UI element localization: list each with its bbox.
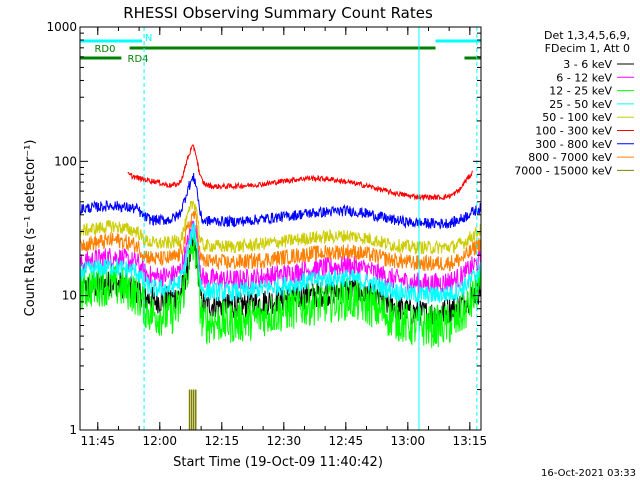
series-line (127, 144, 473, 202)
legend-label: 800 - 7000 keV (528, 151, 612, 164)
annotation-label: N (145, 33, 152, 44)
y-tick-label: 1 (69, 423, 77, 437)
plot-frame (79, 26, 482, 431)
annotation-label: RD0 (94, 44, 115, 55)
event-lines (143, 27, 478, 430)
y-tick-label: 10 (62, 289, 77, 303)
legend-label: 100 - 300 keV (535, 125, 612, 138)
series-100to300keV (127, 144, 473, 202)
legend-header: FDecim 1, Att 0 (545, 42, 630, 55)
chart-title: RHESSI Observing Summary Count Rates (123, 4, 433, 22)
y-tick-label: 1000 (46, 20, 77, 34)
series-7000to15000keV (188, 389, 197, 430)
x-tick-label: 13:00 (391, 434, 426, 448)
series-line (80, 230, 481, 348)
x-axis-label: Start Time (19-Oct-09 11:40:42) (173, 455, 383, 470)
series-6to12keV (80, 220, 481, 295)
series-800to7000keV (80, 209, 481, 272)
y-tick-label: 100 (54, 154, 77, 168)
x-tick-label: 12:45 (329, 434, 364, 448)
footer-timestamp: 16-Oct-2021 03:33 (541, 468, 636, 479)
series-line (80, 209, 481, 272)
legend-label: 3 - 6 keV (563, 58, 612, 71)
x-tick-label: 12:30 (267, 434, 302, 448)
series-25to50keV (80, 222, 481, 304)
x-tick-label: 12:15 (205, 434, 240, 448)
series-50to100keV (80, 200, 481, 255)
legend-label: 25 - 50 keV (549, 98, 612, 111)
series-line (80, 220, 481, 295)
y-axis-label: Count Rate (s⁻¹ detector⁻¹) (23, 140, 38, 317)
series-line (80, 222, 481, 304)
y-axis: 1 10 100 1000 (46, 20, 481, 437)
legend-label: 7000 - 15000 keV (514, 164, 612, 177)
x-tick-label: 12:00 (142, 434, 177, 448)
legend-header: Det 1,3,4,5,6,9, (544, 29, 630, 42)
legend: Det 1,3,4,5,6,9,FDecim 1, Att 0 3 - 6 keV… (514, 29, 634, 177)
x-tick-label: 11:45 (80, 434, 115, 448)
annotation-layer: RD0 RD4 N (80, 33, 481, 65)
series-line (80, 200, 481, 255)
legend-label: 12 - 25 keV (549, 85, 612, 98)
legend-label: 50 - 100 keV (542, 111, 612, 124)
series-layer (80, 144, 481, 430)
legend-label: 300 - 800 keV (535, 138, 612, 151)
x-tick-label: 13:15 (453, 434, 488, 448)
legend-label: 6 - 12 keV (556, 71, 612, 84)
series-line (80, 172, 481, 230)
annotation-label: RD4 (128, 54, 149, 65)
series-12to25keV (80, 230, 481, 348)
series-300to800keV (80, 172, 481, 230)
x-axis: 11:45 12:00 12:15 12:30 12:45 13:00 13:15 (80, 27, 487, 448)
